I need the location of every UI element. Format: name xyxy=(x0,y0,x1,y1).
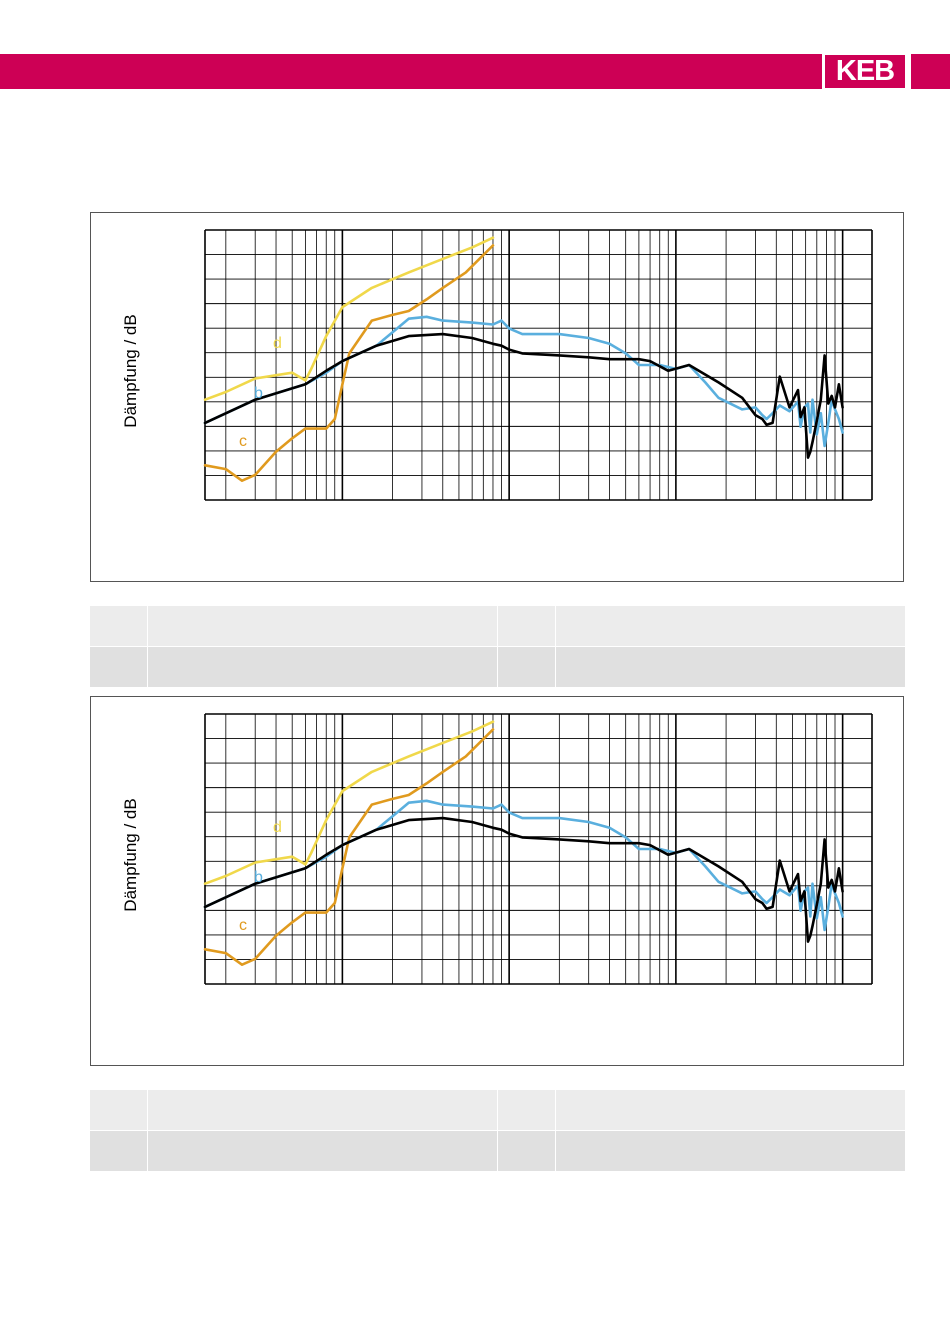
curve-label-b: b xyxy=(254,869,263,886)
table-cell xyxy=(148,1131,498,1171)
table-cell xyxy=(148,606,498,646)
table-cell xyxy=(498,647,556,687)
curve-label-c: c xyxy=(239,917,247,934)
attenuation-chart-2: Dämpfung / dB d b c xyxy=(121,713,873,985)
attenuation-chart-1: Dämpfung / dB d b c xyxy=(121,229,873,501)
keb-logo: KEB xyxy=(825,55,905,88)
table-row xyxy=(90,1131,905,1171)
series-line-b xyxy=(203,799,844,932)
data-table-2 xyxy=(90,1090,905,1172)
series-line-a xyxy=(203,332,844,459)
chart-panel-2: Dämpfung / dB d b c xyxy=(90,696,904,1066)
table-cell xyxy=(498,606,556,646)
table-cell xyxy=(90,647,148,687)
series-line-b xyxy=(203,315,844,448)
series-line-d xyxy=(203,236,495,401)
data-table-1 xyxy=(90,606,905,688)
table-cell xyxy=(148,647,498,687)
plot-grid xyxy=(204,229,873,501)
curve-label-d: d xyxy=(273,335,282,352)
table-cell xyxy=(90,1090,148,1130)
table-cell xyxy=(148,1090,498,1130)
table-cell xyxy=(556,647,905,687)
table-row xyxy=(90,1090,905,1130)
table-row xyxy=(90,606,905,646)
series-line-c xyxy=(203,728,495,967)
curve-label-c: c xyxy=(239,433,247,450)
y-axis-label: Dämpfung / dB xyxy=(121,798,140,911)
table-cell xyxy=(556,606,905,646)
table-row xyxy=(90,647,905,687)
curve-label-d: d xyxy=(273,819,282,836)
series-line-c xyxy=(203,244,495,483)
header-bar-end xyxy=(911,54,950,89)
curve-label-b: b xyxy=(254,385,263,402)
y-axis-label: Dämpfung / dB xyxy=(121,314,140,427)
table-cell xyxy=(556,1090,905,1130)
table-cell xyxy=(556,1131,905,1171)
table-cell xyxy=(498,1131,556,1171)
series-line-d xyxy=(203,720,495,885)
header-bar xyxy=(0,54,822,89)
table-cell xyxy=(498,1090,556,1130)
table-cell xyxy=(90,1131,148,1171)
table-cell xyxy=(90,606,148,646)
plot-grid xyxy=(204,713,873,985)
series-line-a xyxy=(203,816,844,943)
chart-panel-1: Dämpfung / dB d b c xyxy=(90,212,904,582)
